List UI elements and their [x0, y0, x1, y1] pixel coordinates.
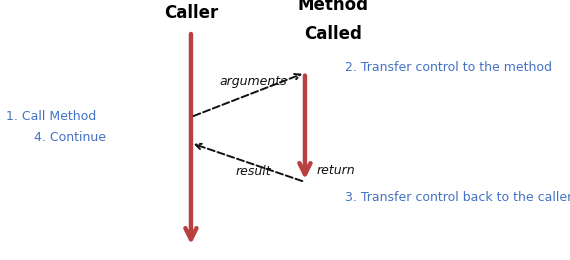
Text: 4. Continue: 4. Continue — [34, 131, 106, 144]
Text: 1. Call Method: 1. Call Method — [6, 110, 96, 124]
Text: 3. Transfer control back to the caller: 3. Transfer control back to the caller — [345, 191, 570, 204]
Text: Caller: Caller — [164, 4, 218, 22]
Text: Method: Method — [298, 0, 369, 14]
Text: arguments: arguments — [220, 75, 287, 88]
Text: return: return — [316, 164, 355, 177]
Text: 2. Transfer control to the method: 2. Transfer control to the method — [345, 61, 552, 74]
Text: result: result — [236, 165, 271, 178]
Text: Called: Called — [304, 25, 363, 43]
